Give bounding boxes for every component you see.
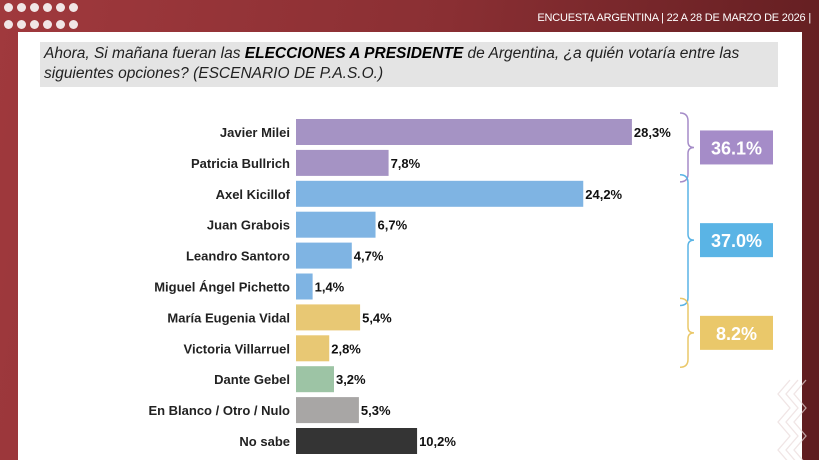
dot xyxy=(17,20,26,29)
decorative-chevron xyxy=(777,379,791,460)
category-label: Javier Milei xyxy=(220,125,290,140)
dot xyxy=(17,3,26,12)
dot xyxy=(56,3,65,12)
group-brace xyxy=(679,174,695,307)
bar xyxy=(296,119,632,145)
dot xyxy=(30,20,39,29)
group-total-box xyxy=(700,223,773,258)
dot xyxy=(43,3,52,12)
value-label: 6,7% xyxy=(378,218,408,233)
question-part2: de Argentina, ¿a quién votaría entre las… xyxy=(44,45,740,82)
bar xyxy=(296,304,361,331)
question-bold: ELECCIONES A PRESIDENTE xyxy=(244,45,464,62)
category-label: Axel Kicillof xyxy=(216,187,291,202)
category-label: No sabe xyxy=(239,434,290,449)
category-label: Patricia Bullrich xyxy=(191,156,290,171)
decorative-chevron xyxy=(793,379,807,460)
bar xyxy=(296,335,330,362)
decorative-chevron xyxy=(785,379,799,460)
bar xyxy=(296,242,352,269)
value-label: 1,4% xyxy=(315,280,345,295)
value-label: 5,4% xyxy=(362,310,392,325)
group-brace xyxy=(679,112,695,183)
question-text: Ahora, Si mañana fueran las ELECCIONES A… xyxy=(40,42,778,87)
group-total-label: 37.0% xyxy=(711,231,762,251)
category-label: En Blanco / Otro / Nulo xyxy=(148,403,290,418)
header-title: ENCUESTA ARGENTINA | 22 A 28 DE MARZO DE… xyxy=(537,12,811,24)
bar xyxy=(296,397,359,424)
group-total-label: 36.1% xyxy=(711,138,762,158)
dot xyxy=(69,3,78,12)
value-label: 7,8% xyxy=(391,156,421,171)
value-label: 2,8% xyxy=(331,341,361,356)
category-label: Leandro Santoro xyxy=(186,249,290,264)
group-total-box xyxy=(700,130,773,165)
category-label: María Eugenia Vidal xyxy=(167,310,290,325)
category-label: Miguel Ángel Pichetto xyxy=(154,280,290,295)
category-label: Dante Gebel xyxy=(214,372,290,387)
bar xyxy=(296,366,334,393)
bar xyxy=(296,149,389,176)
value-label: 28,3% xyxy=(634,125,671,140)
value-label: 24,2% xyxy=(585,187,622,202)
group-total-label: 8.2% xyxy=(716,324,757,344)
dot xyxy=(69,20,78,29)
dot xyxy=(43,20,52,29)
value-label: 4,7% xyxy=(354,249,384,264)
group-brace xyxy=(679,297,695,369)
bar xyxy=(296,211,376,238)
category-label: Victoria Villarruel xyxy=(184,341,290,356)
dot xyxy=(4,3,13,12)
chart-panel: Ahora, Si mañana fueran las ELECCIONES A… xyxy=(18,32,802,460)
value-label: 3,2% xyxy=(336,372,366,387)
dot xyxy=(30,3,39,12)
question-part1: Ahora, Si mañana fueran las xyxy=(44,45,245,62)
dot xyxy=(4,20,13,29)
bar xyxy=(296,180,584,207)
bar xyxy=(296,428,418,454)
dot xyxy=(56,20,65,29)
bar xyxy=(296,273,313,300)
category-label: Juan Grabois xyxy=(207,218,290,233)
value-label: 5,3% xyxy=(361,403,391,418)
value-label: 10,2% xyxy=(419,434,456,449)
group-total-box xyxy=(700,315,773,350)
